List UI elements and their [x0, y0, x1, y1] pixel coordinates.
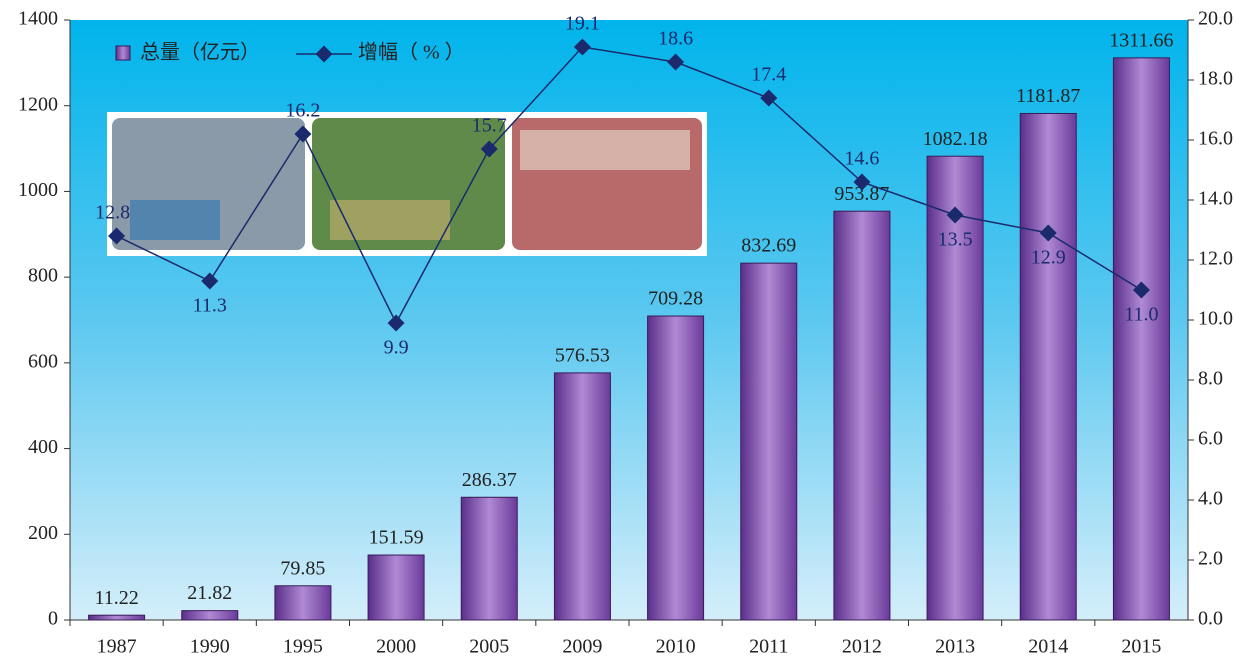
bar [647, 315, 705, 621]
x-tick-label: 2011 [749, 636, 788, 658]
bar [274, 585, 332, 621]
x-tick-label: 2014 [1028, 636, 1068, 658]
y2-tick-label: 0.0 [1198, 608, 1223, 630]
line-value-label: 19.1 [565, 13, 600, 35]
bar [1019, 112, 1077, 621]
bar [833, 210, 891, 621]
y-tick-label: 1200 [18, 93, 58, 115]
bar [88, 614, 146, 621]
line-marker [667, 53, 685, 71]
bar [740, 262, 798, 621]
bar [181, 610, 239, 621]
bar [1112, 57, 1170, 621]
x-tick-label: 2005 [469, 636, 509, 658]
bar-value-label: 1082.18 [923, 128, 988, 150]
line-marker [946, 206, 964, 224]
y-tick-label: 200 [28, 522, 58, 544]
bar-value-label: 576.53 [555, 345, 610, 367]
y-tick-label: 400 [28, 436, 58, 458]
y2-tick-label: 6.0 [1198, 428, 1223, 450]
y-tick-label: 1400 [18, 8, 58, 30]
y-tick-label: 600 [28, 350, 58, 372]
line-value-label: 13.5 [938, 229, 973, 251]
line-value-label: 9.9 [384, 337, 409, 359]
x-tick-label: 1990 [190, 636, 230, 658]
x-tick-label: 2000 [376, 636, 416, 658]
bar-value-label: 151.59 [369, 527, 424, 549]
bar-value-label: 1311.66 [1109, 29, 1173, 51]
bar [553, 372, 611, 621]
line-marker [480, 140, 498, 158]
y2-tick-label: 18.0 [1198, 68, 1233, 90]
bar-value-label: 709.28 [648, 288, 703, 310]
line-value-label: 18.6 [658, 28, 693, 50]
bar-value-label: 21.82 [187, 582, 232, 604]
line-marker [573, 38, 591, 56]
y2-tick-label: 16.0 [1198, 128, 1233, 150]
y2-tick-label: 12.0 [1198, 248, 1233, 270]
line-value-label: 11.3 [193, 295, 227, 317]
line-value-label: 17.4 [751, 64, 786, 86]
x-tick-label: 1995 [283, 636, 323, 658]
y2-tick-label: 8.0 [1198, 368, 1223, 390]
line-marker [853, 173, 871, 191]
y2-tick-label: 14.0 [1198, 188, 1233, 210]
line-marker [201, 272, 219, 290]
x-tick-label: 1987 [97, 636, 137, 658]
line [116, 46, 1142, 325]
line-value-label: 16.2 [285, 100, 320, 122]
bar-value-label: 79.85 [280, 557, 325, 579]
line-value-label: 12.8 [95, 202, 130, 224]
bar-value-label: 953.87 [834, 183, 889, 205]
line-marker [760, 89, 778, 107]
line-value-label: 11.0 [1124, 304, 1158, 326]
y2-tick-label: 20.0 [1198, 8, 1233, 30]
x-tick-label: 2012 [842, 636, 882, 658]
legend-label: 总量（亿元） [140, 41, 260, 64]
y2-tick-label: 2.0 [1198, 548, 1223, 570]
legend-swatch [115, 45, 131, 61]
x-tick-label: 2010 [656, 636, 696, 658]
photo-strip [107, 112, 707, 256]
bar-value-label: 832.69 [741, 235, 796, 257]
bar [460, 496, 518, 621]
line-marker [387, 314, 405, 332]
x-tick-label: 2009 [562, 636, 602, 658]
bar-value-label: 11.22 [94, 587, 138, 609]
bar [926, 155, 984, 621]
y-tick-label: 800 [28, 265, 58, 287]
legend-label: 增幅（ % ） [358, 41, 465, 64]
y2-tick-label: 10.0 [1198, 308, 1233, 330]
bar-value-label: 286.37 [462, 469, 517, 491]
line-marker [108, 227, 126, 245]
line-value-label: 12.9 [1031, 247, 1066, 269]
x-tick-label: 2013 [935, 636, 975, 658]
x-tick-label: 2015 [1121, 636, 1161, 658]
line-value-label: 14.6 [844, 148, 879, 170]
y2-tick-label: 4.0 [1198, 488, 1223, 510]
y-tick-label: 0 [48, 608, 58, 630]
y-tick-label: 1000 [18, 179, 58, 201]
line-value-label: 15.7 [472, 115, 507, 137]
bar-value-label: 1181.87 [1016, 85, 1080, 107]
bar [367, 554, 425, 621]
